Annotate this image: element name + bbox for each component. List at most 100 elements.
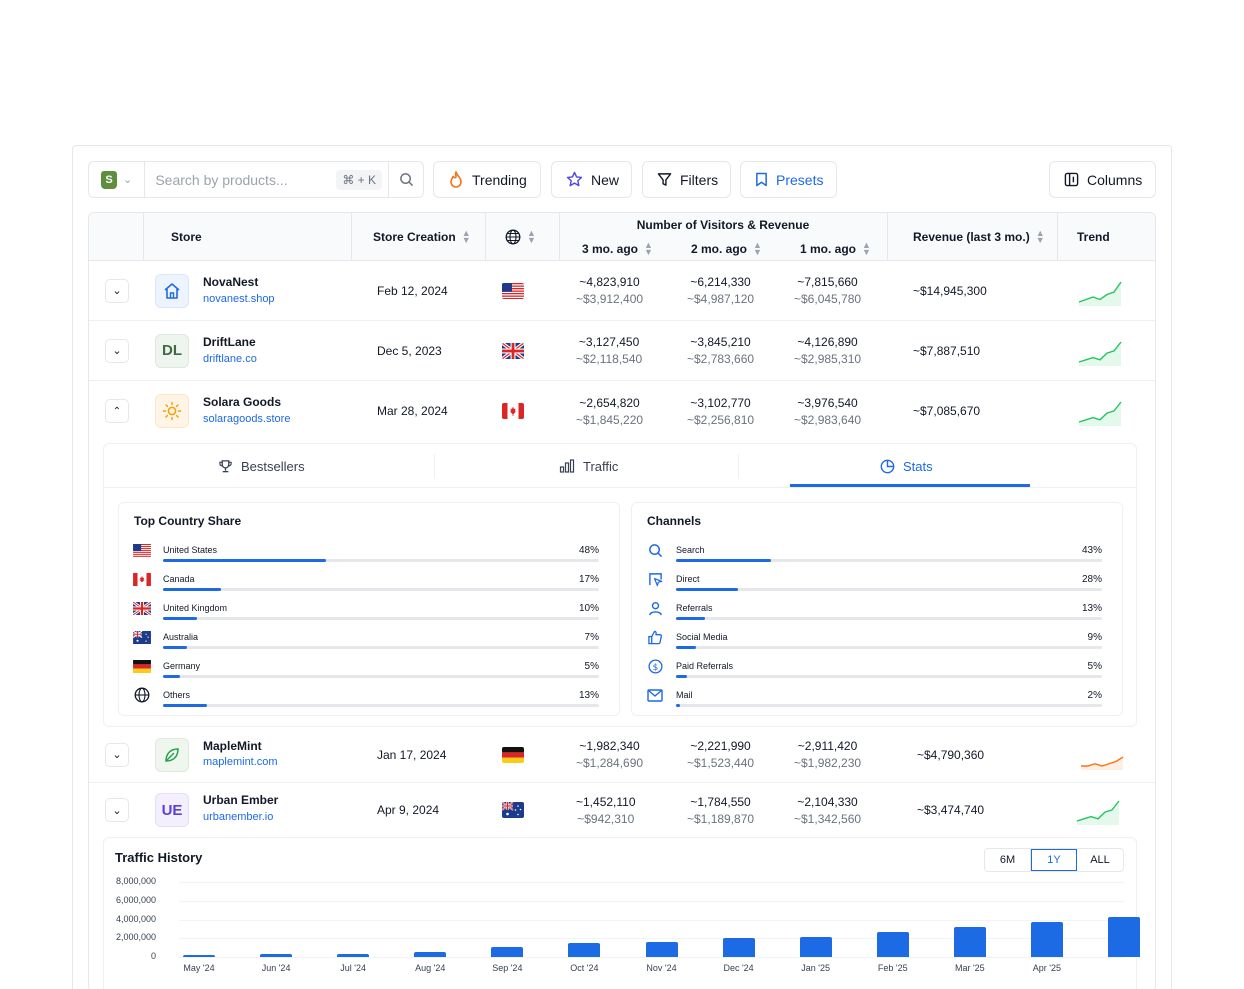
stat-percent: 48% — [578, 545, 599, 556]
header-3mo[interactable]: 3 mo. ago ▲ ▼ — [582, 240, 653, 257]
visitors-3mo: ~1,982,340 ~$1,284,690 — [576, 739, 644, 770]
progress-track — [676, 559, 1102, 562]
store-creation: Mar 28, 2024 — [377, 404, 448, 418]
trending-button[interactable]: Trending — [433, 161, 541, 198]
filter-icon — [657, 173, 672, 186]
tab-traffic[interactable]: Traffic — [559, 444, 618, 488]
sparkline-line — [1081, 755, 1124, 767]
table-row[interactable]: ⌃ Solara Goods solaragoods.store Mar 28,… — [89, 381, 1155, 441]
house-icon — [155, 273, 189, 308]
leaf-icon — [155, 737, 189, 772]
header-1mo[interactable]: 1 mo. ago ▲ ▼ — [800, 240, 871, 257]
traffic-history-card: Traffic History 6M 1Y ALL 8,000,000 6,000… — [103, 837, 1140, 989]
header-2mo[interactable]: 2 mo. ago ▲ ▼ — [691, 240, 762, 257]
presets-button[interactable]: Presets — [740, 161, 837, 198]
store-domain[interactable]: solaragoods.store — [203, 413, 291, 425]
chart-bar[interactable] — [337, 953, 370, 957]
table-row[interactable]: ⌄ NovaNest novanest.shop Feb 12, 2024 ~4… — [89, 261, 1155, 321]
search-icon — [399, 173, 413, 187]
stat-row: Australia 7% — [133, 630, 599, 656]
new-button[interactable]: New — [551, 161, 632, 198]
x-tick-label: Dec '24 — [723, 963, 754, 973]
stat-row: Germany 5% — [133, 659, 599, 685]
expand-button[interactable]: ⌄ — [105, 742, 129, 767]
header-store[interactable]: Store — [171, 230, 202, 244]
x-tick-label: Jul '24 — [340, 963, 367, 973]
tab-stats[interactable]: Stats — [880, 444, 933, 488]
chart-bar[interactable] — [183, 954, 215, 957]
store-name[interactable]: Solara Goods — [203, 395, 282, 409]
search-button[interactable] — [388, 162, 423, 197]
y-tick-label: 6,000,000 — [115, 894, 156, 905]
visitors-3mo: ~2,654,820 ~$1,845,220 — [576, 395, 644, 427]
stat-label: Social Media — [676, 632, 728, 642]
progress-fill — [676, 559, 772, 562]
range-6m[interactable]: 6M — [985, 849, 1031, 871]
trending-label: Trending — [472, 171, 527, 188]
stat-percent: 28% — [1081, 574, 1102, 585]
platform-select[interactable]: S ⌄ — [89, 162, 146, 197]
sparkline-area — [1081, 756, 1123, 770]
filters-button[interactable]: Filters — [642, 161, 731, 198]
chart-bar[interactable] — [491, 947, 524, 957]
chart-bar[interactable] — [1030, 921, 1063, 957]
expand-button[interactable]: ⌄ — [105, 798, 129, 822]
gridline — [179, 957, 1124, 958]
revenue-value: ~$3,474,740 — [917, 803, 985, 817]
chart-bar[interactable] — [1108, 916, 1140, 957]
revenue-value: ~$7,887,510 — [913, 343, 981, 358]
store-name[interactable]: NovaNest — [203, 275, 259, 289]
visitors-1mo: ~7,815,660 ~$6,045,780 — [794, 275, 862, 306]
store-domain[interactable]: urbanember.io — [203, 811, 274, 823]
revenue-value: ~$14,945,300 — [913, 283, 987, 298]
stat-row: Mail 2% — [646, 688, 1102, 714]
chart-bar[interactable] — [568, 942, 601, 957]
collapse-button[interactable]: ⌃ — [105, 399, 129, 423]
table-row[interactable]: ⌄ UE Urban Ember urbanember.io Apr 9, 20… — [89, 783, 1155, 837]
store-name[interactable]: Urban Ember — [203, 793, 279, 807]
store-domain[interactable]: novanest.shop — [203, 293, 275, 305]
progress-track — [676, 588, 1102, 591]
search-input[interactable] — [145, 162, 337, 197]
header-store-creation[interactable]: Store Creation ▲ ▼ — [373, 228, 471, 245]
flag-us-icon — [133, 543, 151, 557]
chart-bar[interactable] — [799, 936, 832, 957]
x-tick-label: Jan '25 — [801, 963, 831, 973]
header-revenue[interactable]: Revenue (last 3 mo.) ▲ ▼ — [913, 228, 1045, 245]
progress-track — [163, 704, 599, 707]
stat-percent: 13% — [1081, 603, 1102, 614]
sparkline-line — [1078, 341, 1122, 363]
tab-bestsellers[interactable]: Bestsellers — [218, 444, 305, 488]
columns-button[interactable]: Columns — [1049, 161, 1156, 198]
visitors-1mo: ~3,976,540 ~$2,983,640 — [794, 395, 862, 427]
visitors-2mo: ~2,221,990 ~$1,523,440 — [687, 739, 755, 770]
store-creation: Feb 12, 2024 — [377, 283, 448, 298]
visitors-2mo: ~3,102,770 ~$2,256,810 — [687, 395, 755, 427]
revenue-value: ~$4,790,360 — [917, 747, 985, 762]
chart-bar[interactable] — [645, 941, 678, 957]
header-country[interactable]: ▲ ▼ — [505, 213, 536, 261]
stat-percent: 10% — [578, 603, 599, 614]
store-domain[interactable]: maplemint.com — [203, 756, 278, 768]
progress-fill — [676, 617, 705, 620]
progress-fill — [163, 675, 180, 678]
expand-button[interactable]: ⌄ — [105, 278, 129, 303]
stores-table: Store Store Creation ▲ ▼ ▲ ▼ Number of Visi… — [88, 212, 1156, 989]
store-domain[interactable]: driftlane.co — [203, 353, 257, 365]
chart-bar[interactable] — [414, 951, 447, 957]
range-1y[interactable]: 1Y — [1031, 849, 1077, 871]
progress-track — [676, 675, 1102, 678]
table-row[interactable]: ⌄ MapleMint maplemint.com Jan 17, 2024 ~… — [89, 727, 1155, 783]
chart-bar[interactable] — [876, 932, 909, 957]
table-row[interactable]: ⌄ DL DriftLane driftlane.co Dec 5, 2023 … — [89, 321, 1155, 381]
chart-bar[interactable] — [260, 954, 293, 957]
store-name[interactable]: MapleMint — [203, 739, 262, 753]
store-logo-text: UE — [155, 793, 189, 827]
progress-fill — [163, 704, 208, 707]
chart-bar[interactable] — [722, 938, 755, 957]
range-all[interactable]: ALL — [1090, 854, 1110, 866]
chart-bar[interactable] — [953, 927, 986, 957]
stat-label: United States — [163, 545, 218, 555]
expand-button[interactable]: ⌄ — [105, 338, 129, 363]
store-name[interactable]: DriftLane — [203, 335, 256, 349]
